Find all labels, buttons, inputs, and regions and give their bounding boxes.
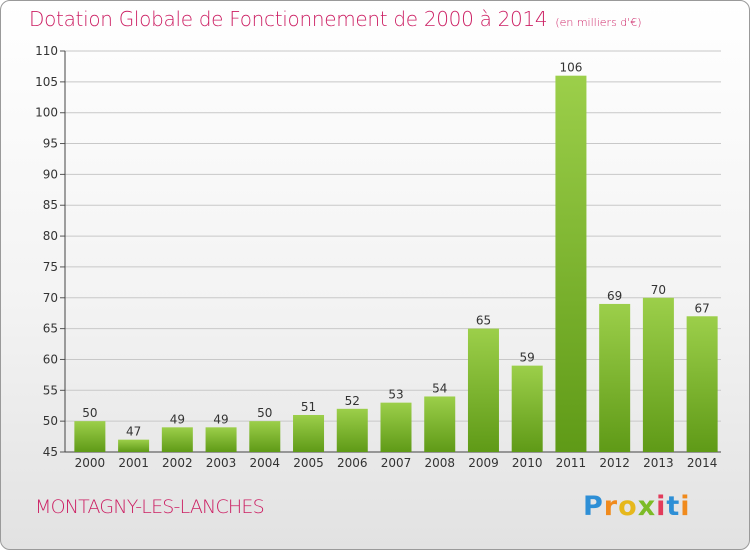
x-tick-label: 2014 — [687, 456, 718, 470]
y-tick-label: 90 — [43, 167, 58, 181]
y-tick-label: 65 — [43, 322, 58, 336]
bar-value-label: 51 — [301, 400, 316, 414]
bar-value-label: 52 — [345, 394, 360, 408]
bar-value-label: 50 — [257, 406, 272, 420]
x-tick-label: 2011 — [556, 456, 587, 470]
bar-value-label: 70 — [651, 283, 666, 297]
x-tick-label: 2012 — [599, 456, 630, 470]
bar — [293, 414, 325, 452]
bar — [599, 303, 631, 452]
logo-letter: P — [583, 491, 604, 522]
logo-letter: o — [618, 491, 638, 522]
y-tick-label: 110 — [35, 44, 58, 58]
bar — [380, 402, 412, 452]
bar-value-label: 50 — [82, 406, 97, 420]
x-axis-ticks: 2000 2001 2002 2003 2004 2005 2006 2007 2008 2009… — [75, 456, 718, 470]
bar — [161, 427, 193, 452]
logo-letter: i — [680, 491, 691, 522]
proxiti-logo[interactable]: Proxiti — [583, 491, 691, 522]
y-tick-label: 100 — [35, 106, 58, 120]
bar — [686, 316, 718, 452]
y-tick-label: 55 — [43, 383, 58, 397]
chart-title-main: Dotation Globale de Fonctionnement de 20… — [29, 7, 548, 31]
bar — [467, 328, 499, 452]
bar — [511, 365, 543, 452]
bar — [336, 408, 368, 452]
logo-letter: t — [666, 491, 681, 522]
x-tick-label: 2006 — [337, 456, 368, 470]
chart-title-unit: (en milliers d'€) — [555, 16, 642, 29]
bar — [205, 427, 237, 452]
y-tick-label: 75 — [43, 260, 58, 274]
y-tick-label: 105 — [35, 75, 58, 89]
logo-letter: i — [656, 491, 667, 522]
bar — [249, 421, 281, 452]
logo-letter: x — [637, 491, 657, 522]
bar-value-label: 47 — [126, 425, 141, 439]
bar-value-label: 53 — [388, 388, 403, 402]
bar-value-label: 106 — [559, 61, 582, 75]
bar-value-label: 54 — [432, 381, 447, 395]
y-tick-label: 70 — [43, 291, 58, 305]
x-tick-label: 2007 — [381, 456, 412, 470]
y-tick-label: 95 — [43, 137, 58, 151]
x-tick-label: 2010 — [512, 456, 543, 470]
x-tick-label: 2008 — [424, 456, 455, 470]
logo-letter: r — [603, 491, 619, 522]
y-tick-label: 80 — [43, 229, 58, 243]
x-tick-label: 2013 — [643, 456, 674, 470]
bar — [424, 396, 456, 452]
y-tick-label: 60 — [43, 352, 58, 366]
x-tick-label: 2000 — [75, 456, 106, 470]
x-tick-label: 2002 — [162, 456, 193, 470]
bars: 50 47 49 49 50 51 52 53 54 65 59 106 69 70 67 — [74, 61, 718, 452]
bar-value-label: 65 — [476, 314, 491, 328]
x-tick-label: 2009 — [468, 456, 499, 470]
bar-value-label: 49 — [213, 412, 228, 426]
y-tick-label: 50 — [43, 414, 58, 428]
y-tick-label: 85 — [43, 198, 58, 212]
chart-title: Dotation Globale de Fonctionnement de 20… — [29, 7, 642, 31]
bar-value-label: 59 — [520, 351, 535, 365]
x-tick-label: 2003 — [206, 456, 237, 470]
bar — [555, 75, 587, 452]
x-tick-label: 2004 — [250, 456, 281, 470]
commune-name: MONTAGNY-LES-LANCHES — [35, 496, 265, 518]
bar — [642, 297, 674, 452]
x-tick-label: 2001 — [118, 456, 149, 470]
bar — [74, 421, 106, 452]
y-tick-label: 45 — [43, 445, 58, 459]
x-tick-label: 2005 — [293, 456, 324, 470]
bar-value-label: 49 — [170, 412, 185, 426]
bar-value-label: 67 — [694, 301, 709, 315]
bar — [118, 439, 150, 452]
bar-value-label: 69 — [607, 289, 622, 303]
